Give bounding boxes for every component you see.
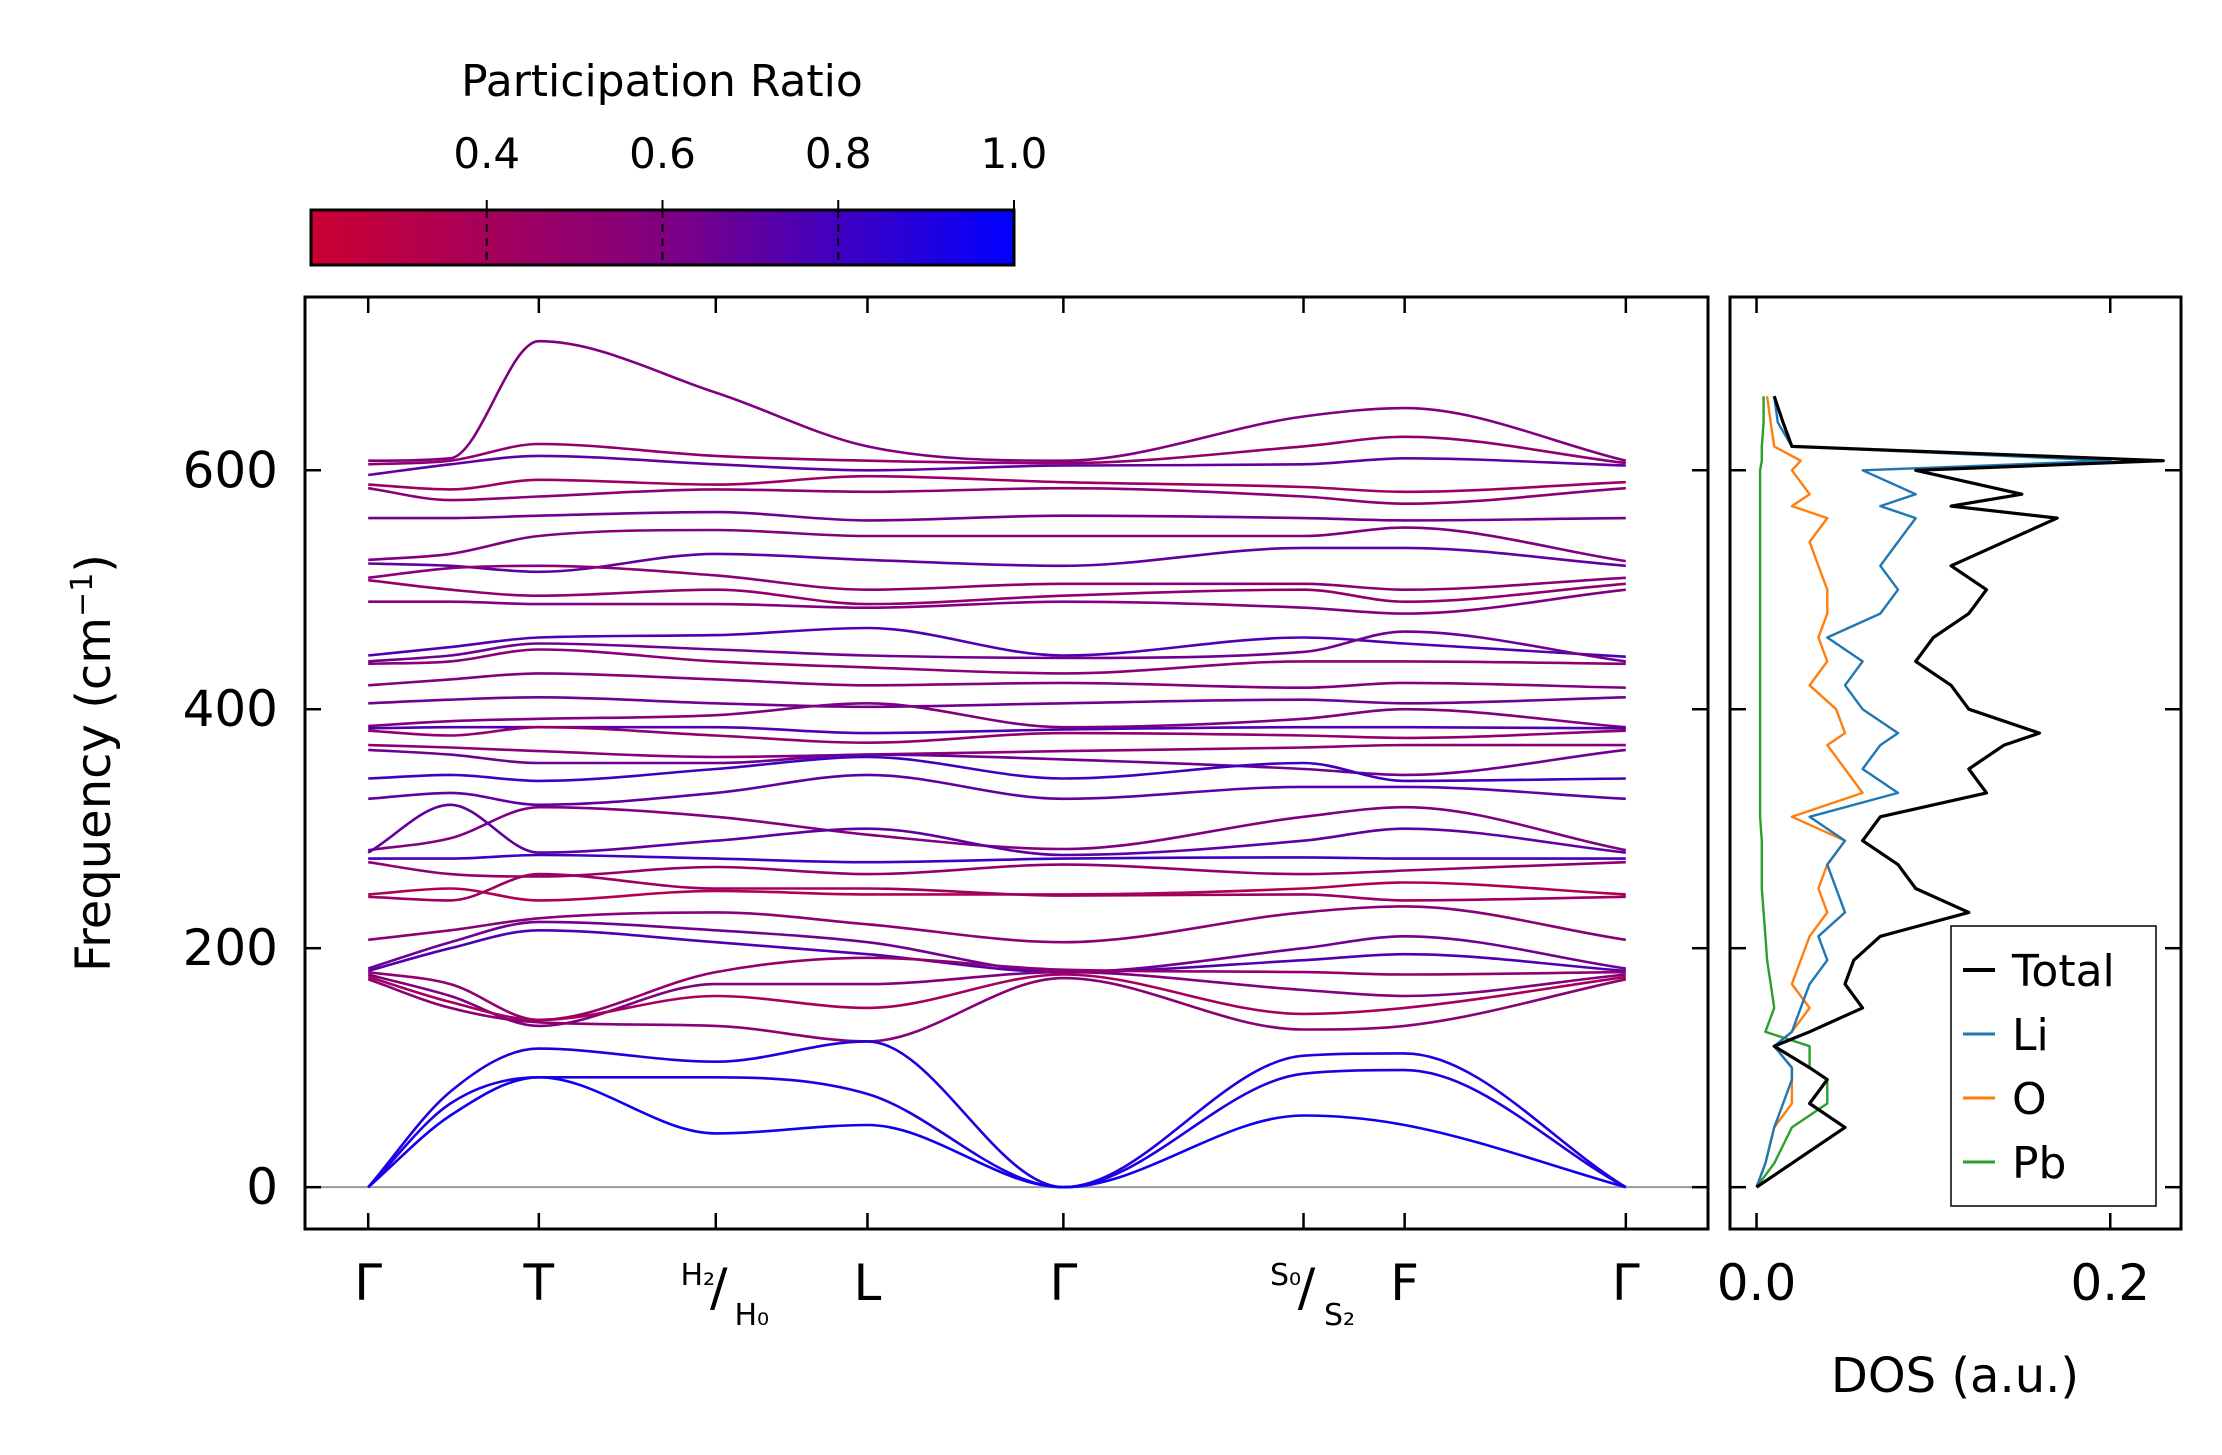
colorbar-tick-label: 0.4	[453, 129, 520, 178]
band-line	[367, 920, 1626, 974]
band-line	[368, 526, 1626, 563]
band-line	[368, 743, 1626, 759]
colorbar-tick-label: 0.8	[805, 129, 872, 178]
legend-label: Li	[2012, 1010, 2049, 1061]
band-line	[368, 435, 1626, 466]
x-tick-label: L	[854, 1254, 882, 1312]
band-line	[367, 803, 1626, 857]
x-tick-label-upper: S₀	[1270, 1258, 1301, 1293]
band-line	[368, 630, 1626, 663]
band-axes-frame	[303, 295, 1710, 1231]
dos-x-tick-label: 0.2	[2070, 1254, 2150, 1312]
band-line	[368, 872, 1626, 902]
band-lines	[367, 339, 1627, 1189]
dos-series-pb	[1755, 396, 1829, 1188]
band-line	[368, 510, 1626, 522]
band-line	[368, 748, 1626, 777]
x-tick-label: Γ	[1049, 1254, 1077, 1312]
band-line	[368, 588, 1626, 615]
band-line	[367, 1075, 1627, 1189]
band-line	[368, 881, 1626, 902]
dos-series-total	[1755, 395, 2165, 1189]
band-line	[368, 454, 1626, 477]
colorbar-ticks: 0.4 0.6 0.8 1.0	[453, 129, 1047, 265]
y-tick-label: 400	[183, 680, 278, 738]
y-tick-label: 200	[183, 919, 278, 977]
band-line	[368, 905, 1626, 944]
band-line	[368, 339, 1627, 463]
x-tick-label-slash: /	[1298, 1258, 1316, 1318]
y-tick-label: 600	[183, 441, 278, 499]
band-line	[368, 805, 1627, 852]
x-tick-label-lower: H₀	[734, 1298, 769, 1333]
band-line	[368, 578, 1626, 606]
band-x-ticks: Γ T H₂/H₀L Γ S₀/S₂F Γ	[354, 297, 1640, 1333]
legend-label: Total	[2011, 946, 2115, 997]
dos-lines	[1755, 395, 2165, 1189]
x-tick-label-lower: S₂	[1324, 1298, 1355, 1333]
colorbar-tick-label: 1.0	[981, 129, 1048, 178]
band-line	[368, 672, 1626, 690]
x-tick-label-slash: /	[710, 1258, 728, 1318]
band-line	[368, 474, 1626, 494]
band-line	[368, 773, 1626, 807]
y-axis-label-close: )	[66, 554, 122, 573]
colorbar-label: Participation Ratio	[461, 56, 863, 107]
x-tick-label: T	[523, 1254, 555, 1312]
band-line	[367, 1040, 1627, 1189]
dos-y-ticks	[1730, 469, 2181, 1189]
band-line	[368, 564, 1626, 592]
band-line	[368, 853, 1626, 864]
band-line	[368, 860, 1626, 878]
band-line	[367, 1068, 1627, 1189]
y-axis-label: Frequency (cm−1)	[65, 554, 122, 972]
y-axis-label-superscript: −1	[65, 573, 100, 617]
dos-x-ticks: 0.0 0.2	[1717, 297, 2150, 1312]
band-line	[368, 956, 1626, 1022]
colorbar: Participation Ratio 0.4 0.6 0.8 1.0	[309, 56, 1047, 267]
band-line	[368, 486, 1626, 506]
band-line	[368, 648, 1626, 675]
band-line	[367, 973, 1626, 1022]
band-line	[368, 701, 1626, 729]
legend-label: O	[2012, 1074, 2047, 1125]
dos-axes-frame	[1728, 295, 2183, 1231]
dos-legend: Total Li O Pb	[1950, 925, 2157, 1207]
x-tick-label: Γ	[354, 1254, 382, 1312]
band-line	[368, 725, 1626, 745]
x-tick-label-upper: H₂	[680, 1258, 715, 1293]
legend-label: Pb	[2012, 1138, 2066, 1189]
band-line	[367, 976, 1627, 1043]
band-line	[368, 695, 1626, 709]
y-tick-label: 0	[246, 1158, 278, 1216]
x-tick-label: Γ	[1612, 1254, 1640, 1312]
x-tick-label: F	[1390, 1254, 1419, 1312]
dos-panel: 0.0 0.2 DOS (a.u.) Total Li O Pb	[1717, 295, 2183, 1404]
band-y-ticks: 0 200 400 600	[183, 441, 1708, 1216]
dos-x-tick-label: 0.0	[1717, 1254, 1797, 1312]
legend-frame	[1950, 925, 2157, 1207]
band-line	[368, 725, 1626, 735]
band-line	[368, 755, 1626, 783]
y-axis-label-text: Frequency (cm	[66, 617, 122, 972]
band-line	[368, 546, 1626, 574]
colorbar-tick-label: 0.6	[629, 129, 696, 178]
dos-x-axis-label: DOS (a.u.)	[1831, 1348, 2079, 1404]
band-line	[368, 626, 1626, 658]
